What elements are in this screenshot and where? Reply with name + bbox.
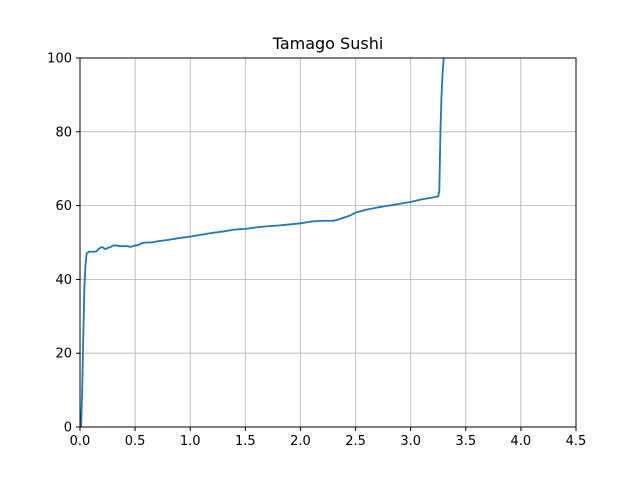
- y-tick-label: 0: [64, 421, 72, 436]
- series-layer: [80, 58, 445, 427]
- y-tick-label: 80: [55, 125, 72, 140]
- x-tick-label: 1.5: [235, 434, 256, 449]
- x-tick-label: 2.0: [290, 434, 311, 449]
- x-tick-label: 3.0: [400, 434, 421, 449]
- tick-marks: [76, 57, 577, 431]
- y-tick-label: 60: [55, 199, 72, 214]
- y-tick-label: 100: [47, 52, 72, 67]
- series-line-1: [80, 58, 445, 427]
- x-tick-label: 4.0: [511, 434, 532, 449]
- x-tick-label: 1.0: [180, 434, 201, 449]
- chart-title: Tamago Sushi: [272, 34, 384, 53]
- y-tick-label: 40: [55, 273, 72, 288]
- x-tick-label: 4.5: [566, 434, 587, 449]
- axes-frame: [79, 57, 577, 428]
- tick-labels: 0.0 0.5 1.0 1.5 2.0 2.5 3.0 3.5 4.0 4.5 0 20 40 60 80 1…: [47, 52, 586, 450]
- plot-frame: [79, 57, 577, 428]
- x-tick-label: 0.0: [70, 434, 91, 449]
- x-tick-label: 0.5: [125, 434, 146, 449]
- y-tick-label: 20: [55, 347, 72, 362]
- x-tick-label: 3.5: [455, 434, 476, 449]
- x-tick-label: 2.5: [345, 434, 366, 449]
